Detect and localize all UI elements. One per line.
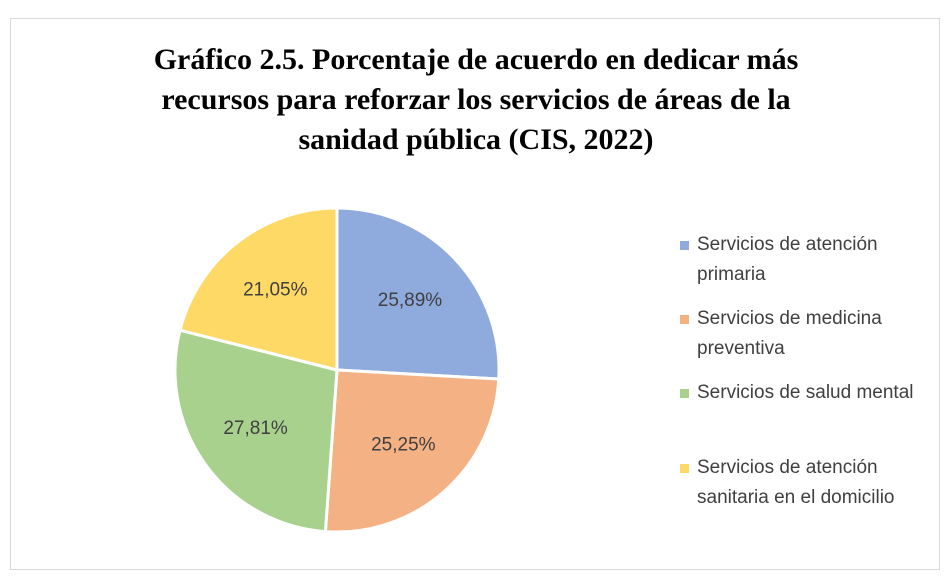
- chart-title: Gráfico 2.5. Porcentaje de acuerdo en de…: [153, 43, 799, 156]
- data-label: 27,81%: [223, 418, 288, 439]
- pie-slice: [335, 206, 501, 381]
- pie-slice: [173, 328, 339, 534]
- legend-label: Servicios de atención sanitaria en el do…: [697, 457, 895, 508]
- data-label: 25,25%: [371, 434, 436, 455]
- legend-entry: Servicios de medicina preventiva: [680, 304, 940, 364]
- legend-entry: Servicios de atención sanitaria en el do…: [680, 453, 940, 513]
- legend-entry: Servicios de atención primaria: [680, 230, 940, 290]
- legend-swatch: [680, 315, 689, 324]
- legend-entry: Servicios de salud mental: [680, 378, 940, 408]
- pie-slice: [323, 368, 501, 534]
- chart-frame: [10, 18, 940, 570]
- legend-swatch: [680, 464, 689, 473]
- legend-label: Servicios de salud mental: [697, 382, 914, 403]
- legend-label: Servicios de atención primaria: [697, 234, 878, 285]
- data-label: 21,05%: [243, 280, 308, 301]
- data-label: 25,89%: [378, 290, 443, 311]
- legend-swatch: [680, 241, 689, 250]
- pie-slice: [178, 206, 339, 372]
- legend-swatch: [680, 389, 689, 398]
- legend-label: Servicios de medicina preventiva: [697, 308, 882, 359]
